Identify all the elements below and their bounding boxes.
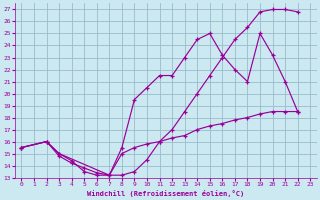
X-axis label: Windchill (Refroidissement éolien,°C): Windchill (Refroidissement éolien,°C) (87, 190, 244, 197)
